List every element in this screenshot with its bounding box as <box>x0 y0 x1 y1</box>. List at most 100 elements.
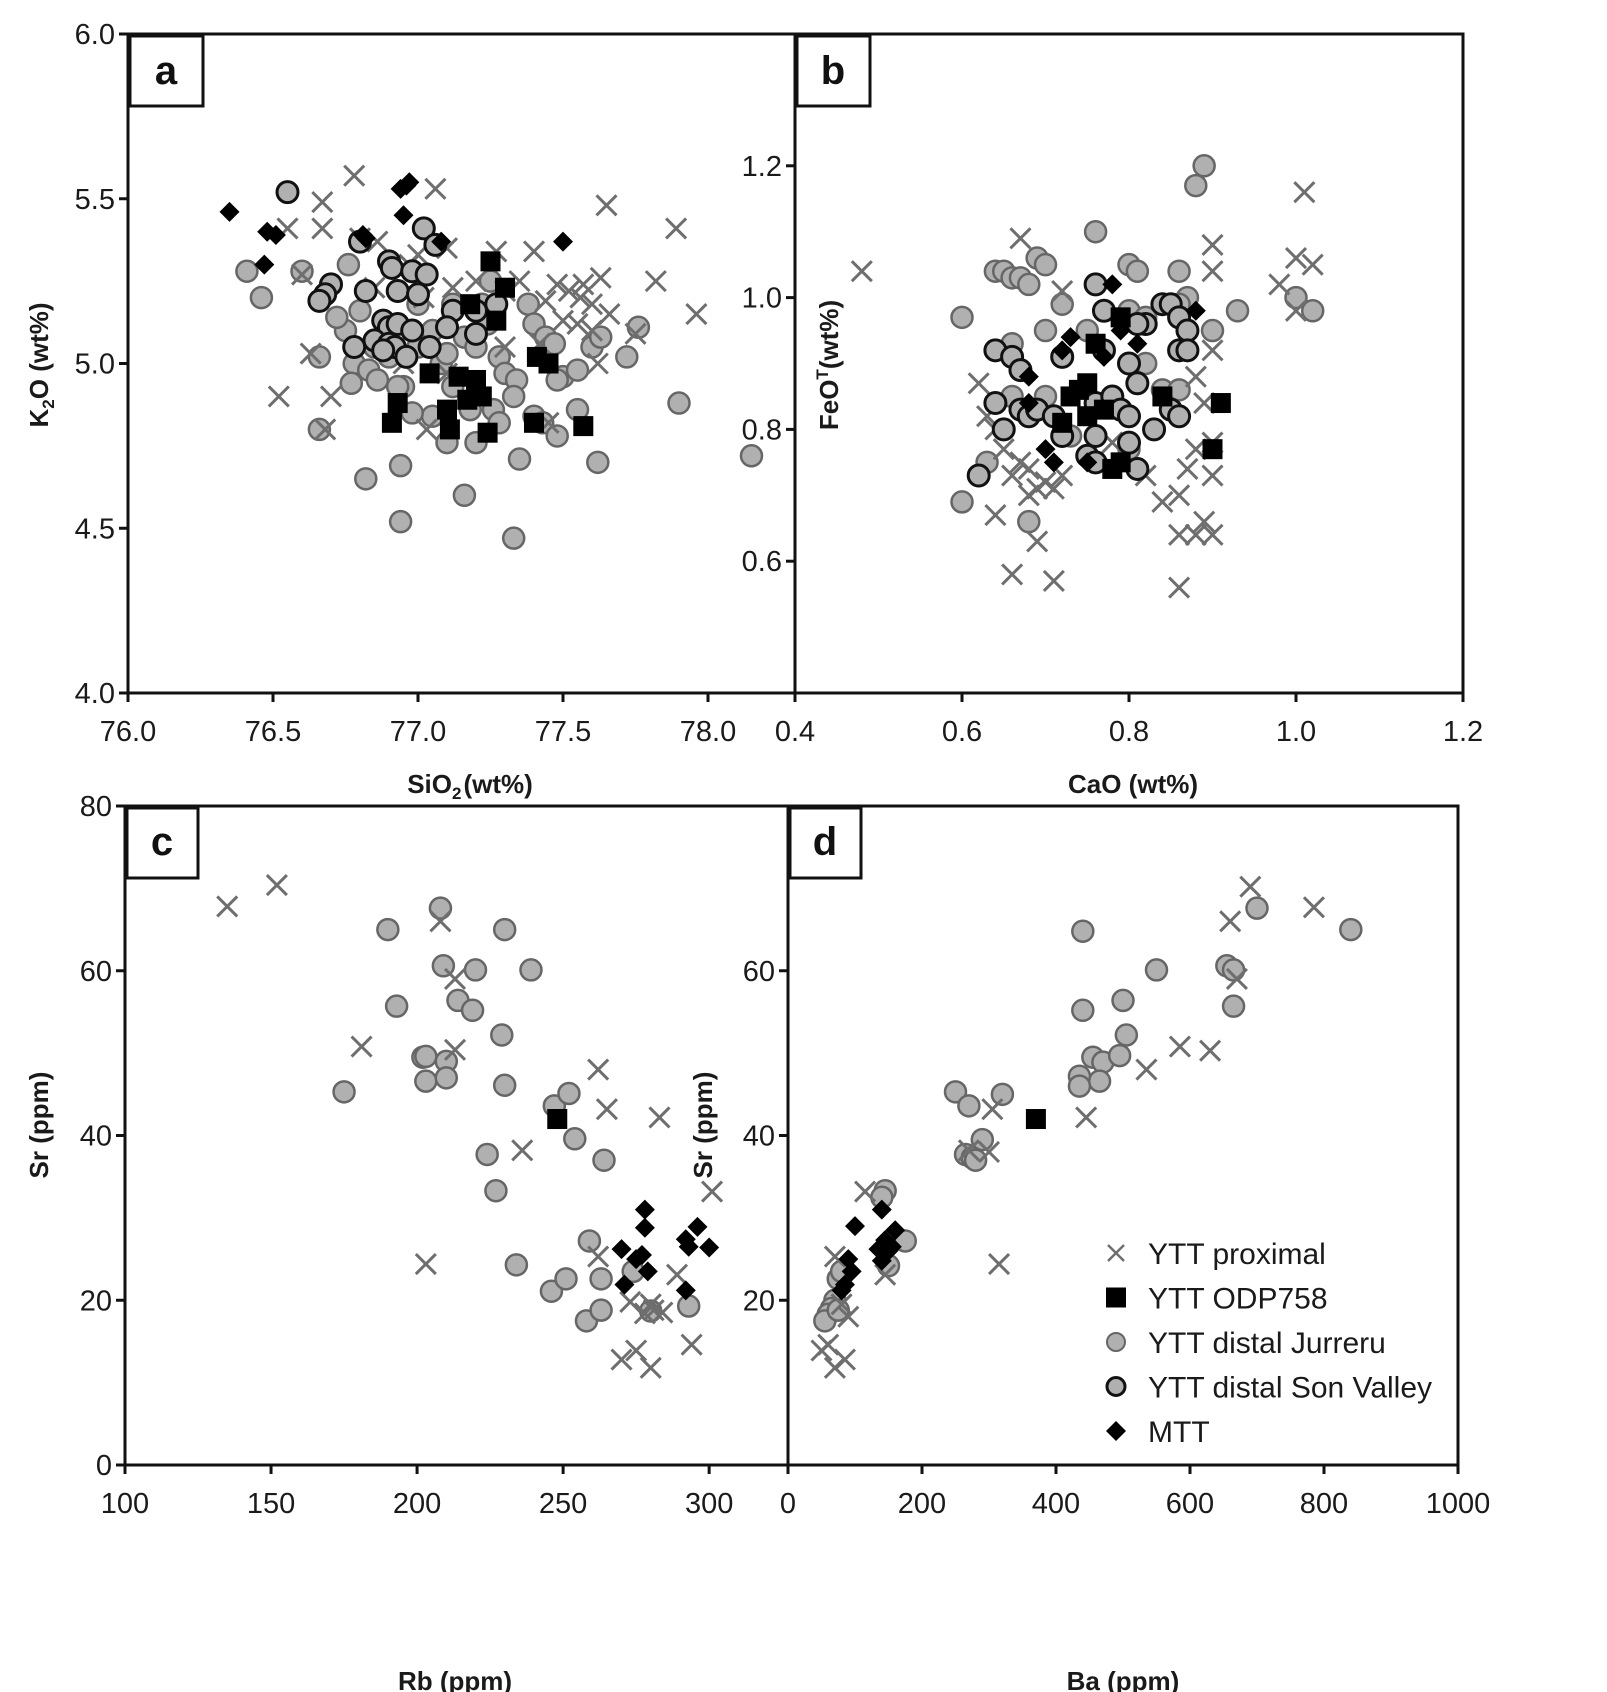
point-jurreru <box>1245 896 1269 920</box>
x-tick-label-c: 200 <box>393 1488 441 1520</box>
point-son <box>406 282 430 307</box>
point-jurreru <box>332 1080 356 1104</box>
point-odp758 <box>448 366 469 387</box>
point-mtt <box>631 1244 652 1265</box>
point-jurreru <box>463 958 488 982</box>
point-jurreru <box>384 994 409 1018</box>
legend-label: MTT <box>1148 1416 1210 1449</box>
x-tick-label-d: 200 <box>898 1488 946 1520</box>
point-proximal <box>967 372 990 395</box>
point-odp758 <box>486 310 507 331</box>
point-jurreru <box>490 1023 514 1047</box>
point-jurreru <box>565 358 590 382</box>
point-jurreru <box>365 368 390 392</box>
point-mtt <box>1060 327 1081 348</box>
point-proximal <box>981 1098 1004 1121</box>
point-jurreru <box>1225 299 1250 323</box>
point-odp758 <box>1093 399 1114 420</box>
point-mtt <box>1077 452 1098 473</box>
point-proximal <box>665 1263 689 1286</box>
point-proximal <box>1201 523 1224 546</box>
x-tick-label-d: 0 <box>780 1488 796 1520</box>
point-odp758 <box>1077 373 1098 394</box>
point-son <box>966 463 991 488</box>
point-jurreru <box>290 259 314 283</box>
point-jurreru <box>516 292 540 316</box>
panel-tag-d: d <box>788 806 863 880</box>
point-jurreru <box>1111 988 1135 1013</box>
point-proximal <box>1042 569 1065 593</box>
y-tick-label-c: 20 <box>80 1285 112 1317</box>
point-jurreru <box>460 998 485 1023</box>
point-son <box>371 338 396 363</box>
point-jurreru <box>1017 509 1041 534</box>
point-proximal <box>639 1356 662 1379</box>
point-jurreru <box>990 1082 1015 1107</box>
panel-c-points <box>216 874 724 1379</box>
point-proximal <box>350 1035 373 1058</box>
point-jurreru <box>501 384 526 409</box>
point-proximal <box>299 342 322 365</box>
point-jurreru <box>1125 259 1150 283</box>
axis-ticks: 76.0 76.5 77.0 77.5 78.0 4.0 4.5 5.0 5.5 6.0 0.4 0.… <box>75 19 1491 1520</box>
point-jurreru <box>676 1294 701 1318</box>
panel-tag-b-text: b <box>821 49 845 93</box>
point-proximal <box>589 266 612 289</box>
point-jurreru <box>475 1142 499 1167</box>
point-jurreru <box>414 1069 438 1093</box>
point-son <box>353 279 378 304</box>
point-jurreru <box>545 424 569 448</box>
point-jurreru <box>235 259 259 283</box>
point-jurreru <box>1107 1043 1132 1068</box>
point-proximal <box>586 352 609 375</box>
point-proximal <box>830 1293 853 1316</box>
point-proximal <box>1284 246 1308 270</box>
x-tick-label-b: 0.4 <box>775 716 815 748</box>
point-proximal <box>1001 563 1024 586</box>
point-proximal <box>1026 530 1049 553</box>
point-jurreru <box>1071 998 1095 1023</box>
y-tick-label-a: 5.0 <box>75 349 115 381</box>
point-mtt <box>254 254 275 275</box>
point-proximal <box>595 1098 618 1121</box>
panel-tag-b: b <box>795 34 872 108</box>
point-proximal <box>1302 896 1326 919</box>
point-jurreru <box>1033 252 1058 277</box>
point-jurreru <box>388 509 413 534</box>
point-jurreru <box>1114 1023 1139 1047</box>
point-jurreru <box>1300 299 1325 323</box>
point-odp758 <box>387 393 408 414</box>
point-jurreru <box>504 1253 529 1277</box>
point-mtt <box>1102 274 1123 295</box>
point-mtt <box>634 1199 655 1220</box>
black-outline-circle-marker-icon <box>1105 1376 1127 1397</box>
point-proximal <box>1193 510 1216 533</box>
point-proximal <box>1225 967 1248 991</box>
y-tick-label-a: 5.5 <box>75 184 115 216</box>
point-proximal <box>701 1180 724 1203</box>
point-proximal <box>1168 576 1191 599</box>
legend-item-son: YTT distal Son Valley <box>1105 1372 1432 1405</box>
point-proximal <box>429 910 452 933</box>
point-mtt <box>637 1261 658 1282</box>
point-jurreru <box>1144 958 1169 982</box>
point-proximal <box>534 289 557 312</box>
legend-label: YTT distal Son Valley <box>1148 1372 1432 1405</box>
panel-tag-a: a <box>128 34 205 108</box>
point-jurreru <box>1087 1069 1112 1093</box>
point-mtt <box>219 201 240 222</box>
y-tick-label-b: 0.8 <box>742 414 782 446</box>
point-jurreru <box>388 453 413 478</box>
point-jurreru <box>1067 1074 1092 1098</box>
point-son <box>394 344 419 369</box>
point-mtt <box>393 205 414 226</box>
point-proximal <box>1293 181 1316 204</box>
point-odp758 <box>466 369 486 390</box>
axis-title-a-y: K2O (wt%) <box>24 302 58 427</box>
point-proximal <box>1219 910 1242 933</box>
square-marker-icon <box>1106 1287 1126 1308</box>
point-odp758 <box>381 412 402 433</box>
point-jurreru <box>1033 318 1058 343</box>
point-jurreru <box>1192 154 1216 178</box>
y-tick-label-b: 0.6 <box>742 546 782 578</box>
